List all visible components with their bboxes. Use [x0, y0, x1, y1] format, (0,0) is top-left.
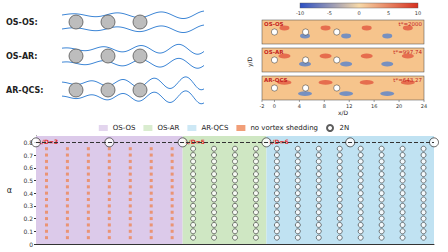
- svg-text:0.2: 0.2: [23, 215, 33, 222]
- svg-text:20: 20: [396, 103, 402, 109]
- svg-text:AR-QCS: AR-QCS: [264, 77, 288, 83]
- svg-text:12: 12: [346, 103, 353, 109]
- svg-text:OS-OS: OS-OS: [264, 21, 284, 27]
- svg-text:t*=2000: t*=2000: [398, 21, 422, 27]
- svg-text:OS-AR: OS-AR: [157, 124, 179, 132]
- svg-text:4: 4: [298, 103, 301, 109]
- svg-text:AR-QCS:: AR-QCS:: [6, 86, 43, 95]
- svg-text:0: 0: [273, 103, 276, 109]
- svg-text:L/D=3: L/D=3: [38, 138, 58, 145]
- svg-text:0: 0: [29, 241, 33, 248]
- svg-text:0: 0: [357, 10, 360, 16]
- svg-text:16: 16: [371, 103, 377, 109]
- svg-text:0.5: 0.5: [23, 177, 33, 184]
- svg-text:10: 10: [415, 10, 421, 16]
- svg-text:0.3: 0.3: [23, 202, 33, 209]
- svg-text:OS-OS: OS-OS: [113, 124, 136, 132]
- svg-text:L/D=5: L/D=5: [185, 138, 205, 145]
- svg-text:y/D: y/D: [246, 57, 254, 68]
- svg-text:0.6: 0.6: [23, 164, 33, 171]
- svg-text:no vortex shedding: no vortex shedding: [250, 124, 318, 132]
- svg-text:x/D: x/D: [338, 109, 349, 116]
- svg-text:0.4: 0.4: [23, 190, 33, 197]
- svg-text:-5: -5: [327, 10, 332, 16]
- svg-text:L/D=6: L/D=6: [268, 138, 288, 145]
- svg-text:AR-QCS: AR-QCS: [201, 124, 229, 132]
- svg-text:8: 8: [323, 103, 326, 109]
- svg-text:OS-AR: OS-AR: [264, 49, 284, 55]
- svg-text:0.7: 0.7: [23, 152, 33, 159]
- svg-text:t*=997.74: t*=997.74: [393, 49, 422, 55]
- svg-text:0.8: 0.8: [23, 138, 33, 146]
- svg-text:-10: -10: [296, 10, 304, 16]
- svg-text:α: α: [7, 186, 12, 195]
- svg-text:24: 24: [421, 103, 427, 109]
- svg-text:-2: -2: [260, 103, 265, 109]
- svg-text:OS-OS:: OS-OS:: [6, 18, 38, 27]
- svg-text:0.1: 0.1: [23, 228, 33, 235]
- svg-text:OS-AR:: OS-AR:: [6, 52, 37, 61]
- svg-text:5: 5: [387, 10, 390, 16]
- svg-text:2N: 2N: [340, 124, 350, 132]
- svg-text:t*=643.27: t*=643.27: [393, 77, 422, 83]
